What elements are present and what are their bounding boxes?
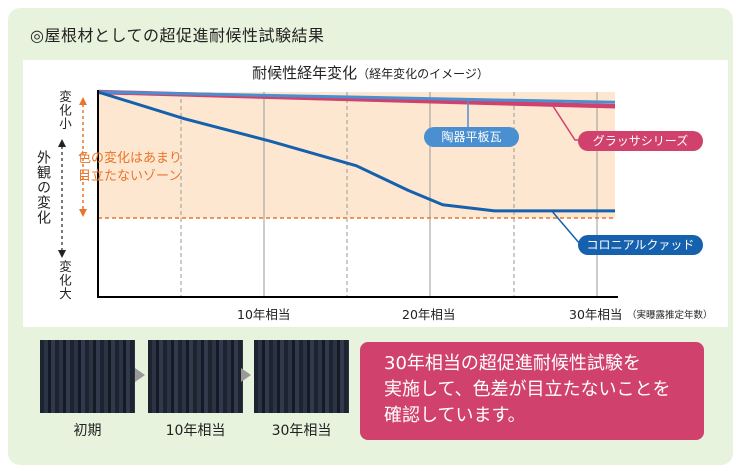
callout-line3: 確認しています。 [384, 405, 526, 426]
x-axis-note: （実曝露推定年数） [627, 310, 713, 321]
y-axis-label: 外観の変化 [35, 150, 51, 225]
chart-title-main: 耐候性経年変化 [252, 64, 358, 82]
zone-arrow-down-icon [79, 209, 87, 217]
y-arrow-down-icon [58, 250, 66, 258]
series-layer [97, 89, 616, 213]
swatch-30-years [254, 340, 349, 413]
legend-tile: 陶器平板瓦 [424, 127, 519, 147]
x-tick-30: 30年相当 [569, 307, 623, 322]
result-callout: 30年相当の超促進耐候性試験を 実施して、色差が目立たないことを 確認しています… [360, 342, 704, 440]
swatch-initial [40, 340, 135, 413]
series-line-2 [97, 90, 615, 213]
legend-glassa: グラッサシリーズ [578, 131, 703, 151]
y-bottom-label: 変化大 [57, 260, 72, 301]
x-tick-20: 20年相当 [402, 307, 456, 322]
series-line-0 [97, 90, 616, 104]
callout-line2: 実施して、色差が目立たないことを [384, 379, 671, 400]
comfort-zone [98, 92, 615, 218]
zone-label: 色の変化はあまり 目立たないゾーン [78, 150, 182, 186]
caption-initial: 初期 [73, 423, 102, 439]
zone-arrow-up-icon [79, 97, 87, 105]
y-arrow-up-icon [58, 139, 66, 147]
swatch-10-years [148, 340, 243, 413]
y-top-label: 変化小 [57, 90, 72, 131]
zone-label-line1: 色の変化はあまり [78, 151, 183, 166]
page-title: ◎屋根材としての超促進耐候性試験結果 [30, 26, 325, 45]
caption-10-years: 10年相当 [165, 423, 226, 439]
zone-label-line2: 目立たないゾーン [78, 169, 182, 184]
arrow-right-icon [241, 368, 251, 382]
callout-line1: 30年相当の超促進耐候性試験を [384, 353, 641, 374]
caption-30-years: 30年相当 [271, 423, 332, 439]
chart-title: 耐候性経年変化（経年変化のイメージ） [0, 62, 741, 83]
chart-subtitle: （経年変化のイメージ） [357, 67, 489, 81]
legend-colonial: コロニアルクァッド [578, 235, 703, 255]
x-tick-10: 10年相当 [237, 307, 291, 322]
arrow-right-icon [135, 368, 145, 382]
